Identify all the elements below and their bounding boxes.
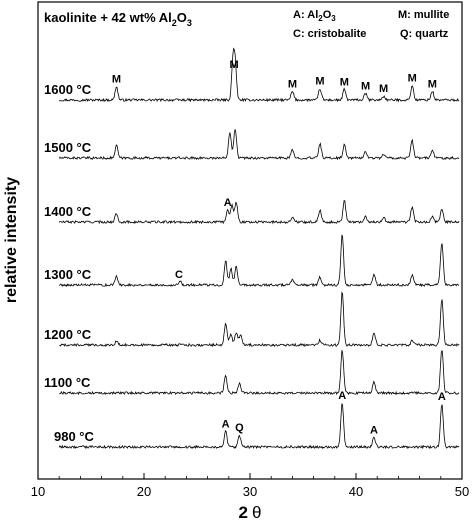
series-label: 1200 °C	[44, 327, 92, 342]
series-line	[58, 200, 460, 225]
peak-label: M	[315, 75, 324, 87]
series-line	[59, 291, 460, 348]
peak-label: A	[222, 419, 230, 431]
peak-label: M	[379, 83, 388, 95]
x-tick-label: 30	[243, 484, 257, 499]
x-axis: 10 20 30 40 50	[31, 473, 469, 499]
series-line	[58, 350, 460, 396]
peak-label: Q	[235, 422, 244, 434]
series-label: 1500 °C	[44, 140, 92, 155]
peak-label: A	[370, 424, 378, 436]
peak-label: M	[112, 74, 121, 86]
legend-quartz: Q: quartz	[400, 28, 449, 40]
x-tick-label: 40	[349, 484, 363, 499]
series-line	[58, 234, 460, 288]
series-line	[58, 47, 460, 103]
series-label: 1400 °C	[44, 204, 92, 219]
peak-label: C	[175, 269, 183, 281]
x-tick-label: 50	[455, 484, 469, 499]
series-label: 980 °C	[54, 429, 95, 444]
y-axis-label: relative intensity	[3, 177, 20, 303]
peak-label: M	[340, 76, 349, 88]
x-tick-label: 10	[31, 484, 45, 499]
series-label: 1300 °C	[44, 267, 92, 282]
legend-al2o3: A: Al2O3	[293, 9, 336, 23]
series-line	[58, 403, 460, 450]
peak-label: M	[230, 59, 239, 71]
series-label: 1600 °C	[44, 82, 92, 97]
series-label: 1100 °C	[44, 375, 91, 390]
peak-label: M	[408, 73, 417, 85]
legend-cristobalite: C: cristobalite	[293, 28, 366, 40]
peak-label: A	[224, 197, 232, 209]
x-tick-label: 20	[137, 484, 151, 499]
plot-frame	[37, 1, 463, 480]
peak-label: A	[338, 390, 346, 402]
peak-label: M	[361, 80, 370, 92]
peak-label: M	[288, 78, 297, 90]
chart-title: kaolinite + 42 wt% Al2O3	[44, 10, 192, 28]
legend-mullite: M: mullite	[398, 9, 449, 21]
series-line	[58, 129, 460, 161]
peak-label: A	[438, 391, 446, 403]
peak-label: M	[428, 78, 437, 90]
